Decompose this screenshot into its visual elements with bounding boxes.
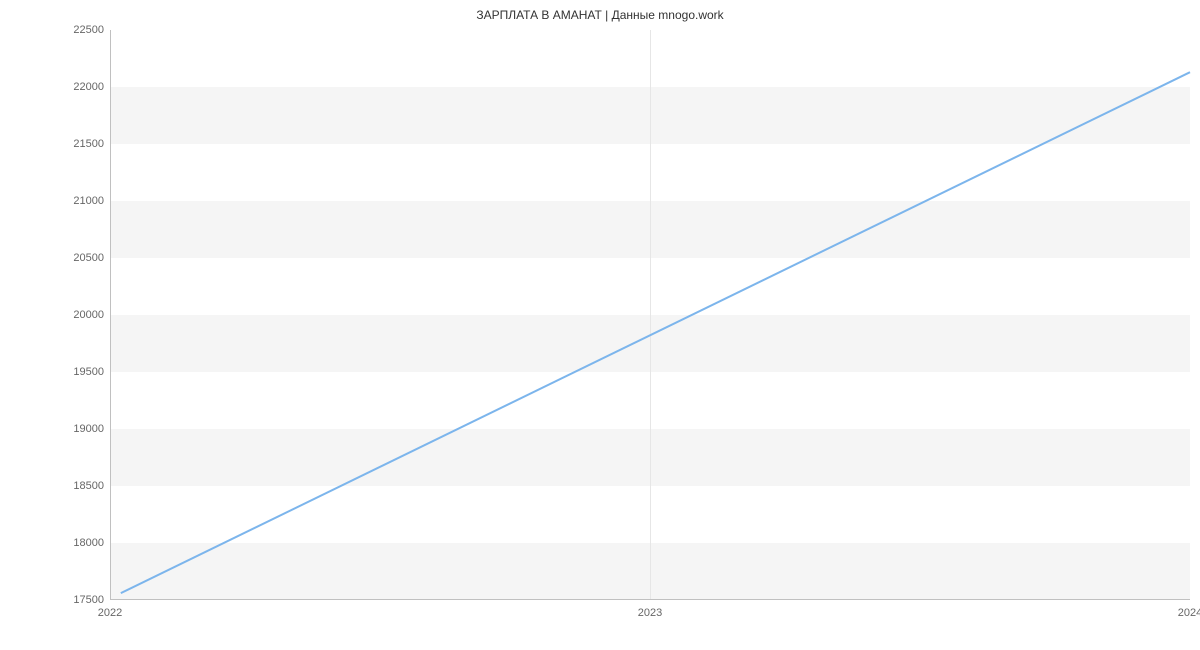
y-tick-label: 21500 [44, 138, 104, 150]
y-tick-label: 20000 [44, 309, 104, 321]
x-tick-label: 2022 [80, 607, 140, 619]
y-tick-label: 20500 [44, 252, 104, 264]
x-tick-label: 2023 [620, 607, 680, 619]
salary-series-line [121, 72, 1190, 593]
chart-title: ЗАРПЛАТА В АМАНАТ | Данные mnogo.work [0, 8, 1200, 22]
y-tick-label: 17500 [44, 594, 104, 606]
y-tick-label: 18500 [44, 480, 104, 492]
plot-area [110, 30, 1190, 600]
y-tick-label: 19500 [44, 366, 104, 378]
y-tick-label: 18000 [44, 537, 104, 549]
y-tick-label: 21000 [44, 195, 104, 207]
y-tick-label: 22000 [44, 81, 104, 93]
x-tick-label: 2024 [1160, 607, 1200, 619]
salary-line-chart: ЗАРПЛАТА В АМАНАТ | Данные mnogo.work 17… [0, 0, 1200, 650]
y-tick-label: 22500 [44, 24, 104, 36]
line-series-svg [110, 30, 1190, 600]
y-tick-label: 19000 [44, 423, 104, 435]
